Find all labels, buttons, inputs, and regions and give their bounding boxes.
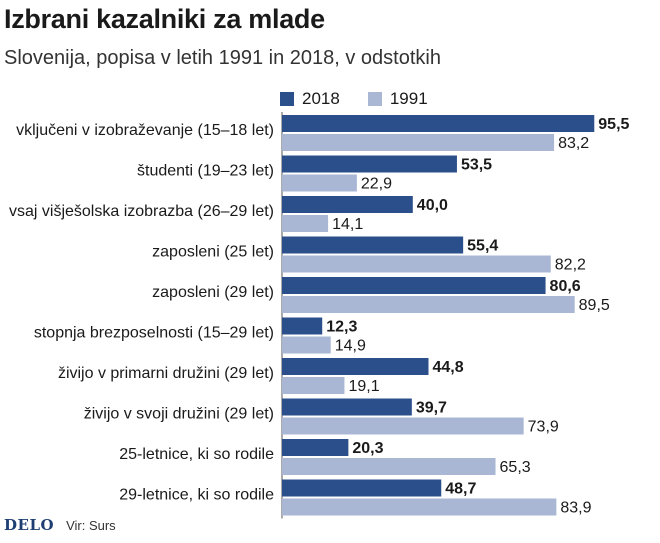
category-label: vsaj višješolska izobrazba (26–29 let): [9, 203, 274, 220]
data-label-1991: 22,9: [361, 176, 392, 193]
bar-2018: [282, 439, 349, 456]
data-label-1991: 14,1: [332, 216, 363, 233]
data-label-2018: 53,5: [461, 157, 492, 174]
legend-swatch-1991: [367, 92, 382, 106]
data-label-1991: 19,1: [348, 378, 379, 395]
bar-2018: [282, 358, 429, 375]
data-label-2018: 40,0: [417, 197, 448, 214]
bar-1991: [282, 255, 551, 273]
data-label-2018: 55,4: [467, 238, 498, 255]
category-label: 25-letnice, ki so rodile: [119, 446, 274, 463]
bar-1991: [282, 458, 496, 475]
legend-label-2018: 2018: [302, 89, 340, 108]
data-label-2018: 20,3: [352, 440, 383, 457]
legend-item-2018: 2018: [280, 89, 340, 109]
bar-1991: [282, 377, 345, 394]
category-label: študenti (19–23 let): [137, 163, 274, 180]
data-label-2018: 12,3: [326, 319, 357, 336]
category-label: stopnja brezposelnosti (15–29 let): [34, 325, 274, 342]
bar-1991: [282, 215, 329, 232]
chart-legend: 2018 1991: [280, 89, 456, 109]
bar-2018: [282, 479, 442, 497]
category-label: živijo v svoji družini (29 let): [84, 406, 274, 423]
bar-1991: [282, 336, 331, 354]
bar-1991: [282, 498, 557, 516]
bar-2018: [282, 155, 457, 173]
bar-1991: [282, 134, 555, 151]
category-label: vključeni v izobraževanje (15–18 let): [16, 122, 274, 139]
data-label-2018: 80,6: [550, 278, 581, 295]
category-label: zaposleni (25 let): [152, 244, 274, 261]
bar-1991: [282, 296, 575, 313]
data-label-1991: 14,9: [335, 338, 366, 355]
bar-1991: [282, 417, 524, 435]
data-label-1991: 65,3: [500, 459, 531, 476]
bar-2018: [282, 236, 464, 254]
data-label-1991: 73,9: [528, 419, 559, 436]
source-note: Vir: Surs: [66, 518, 116, 533]
category-label: 29-letnice, ki so rodile: [119, 487, 274, 504]
data-label-1991: 83,9: [560, 500, 591, 517]
bar-2018: [282, 196, 413, 213]
data-label-1991: 89,5: [579, 297, 610, 314]
bar-1991: [282, 174, 357, 192]
bar-2018: [282, 277, 546, 294]
category-label: zaposleni (29 let): [152, 284, 274, 301]
legend-item-1991: 1991: [367, 89, 428, 109]
bar-2018: [282, 398, 412, 416]
bar-2018: [282, 115, 595, 132]
delo-logo: DELO: [4, 516, 55, 534]
legend-swatch-2018: [280, 92, 294, 106]
bar-2018: [282, 317, 323, 335]
chart-subtitle: Slovenija, popisa v letih 1991 in 2018, …: [4, 47, 441, 69]
data-label-2018: 39,7: [416, 400, 447, 417]
chart-title: Izbrani kazalniki za mlade: [4, 4, 325, 34]
data-label-1991: 82,2: [555, 257, 586, 274]
data-label-2018: 48,7: [445, 481, 476, 498]
footer: DELO Vir: Surs: [4, 516, 116, 534]
data-label-2018: 95,5: [598, 116, 629, 133]
category-label: živijo v primarni družini (29 let): [58, 365, 274, 382]
data-label-2018: 44,8: [432, 359, 463, 376]
data-label-1991: 83,2: [558, 135, 589, 152]
legend-label-1991: 1991: [389, 89, 428, 108]
